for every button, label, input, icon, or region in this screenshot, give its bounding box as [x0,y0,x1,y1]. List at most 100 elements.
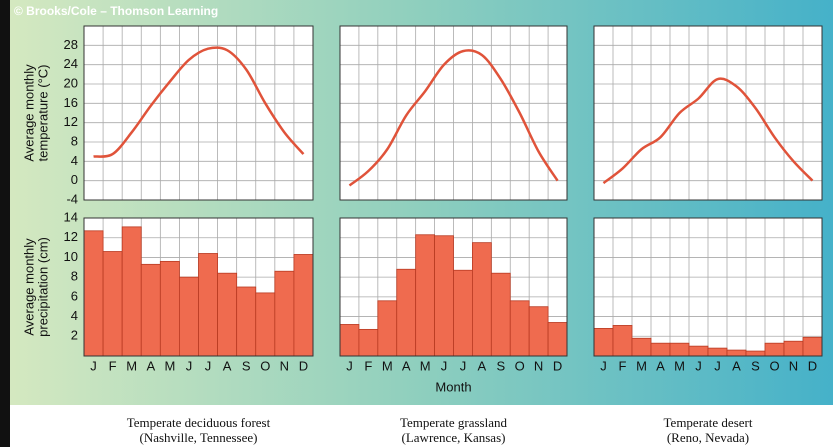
x-tick-label: N [534,358,543,373]
credit: © Brooks/Cole – Thomson Learning [14,4,218,18]
x-tick-label: J [186,358,193,373]
plot-frame [83,217,314,357]
y-tick-label: 16 [64,95,78,110]
precipitation-bar [802,336,823,357]
precipitation-bar [377,300,398,357]
x-tick-label: A [478,358,487,373]
x-tick-label: J [714,358,721,373]
y-tick-label: 4 [71,308,78,323]
x-tick-label: A [402,358,411,373]
y-tick-label: 8 [71,269,78,284]
x-tick-label: A [146,358,155,373]
left-edge [0,0,10,447]
x-tick-label: J [695,358,702,373]
precipitation-bar [434,235,454,357]
y-tick-label: 10 [64,249,78,264]
plot-frame [593,25,823,201]
x-tick-label: J [460,358,467,373]
x-tick-label: M [382,358,393,373]
y-tick-label: 12 [64,229,78,244]
x-tick-label: J [346,358,353,373]
y-tick-label: -4 [66,191,78,206]
plot-frame [593,217,823,357]
precipitation-bar [83,230,104,357]
y-tick-label: 14 [64,209,78,224]
x-tick-label: M [126,358,137,373]
precipitation-bar [217,272,238,357]
precipitation-bar [726,349,747,357]
precipitation-bar [453,269,473,357]
temperature-line [348,49,559,187]
precipitation-bar [688,345,709,357]
x-tick-label: A [732,358,741,373]
caption: (Reno, Nevada) [667,430,749,445]
y-axis-label: Average monthly [21,64,36,162]
x-tick-label: O [769,358,779,373]
x-tick-label: O [515,358,525,373]
x-tick-label: F [619,358,627,373]
y-tick-label: 12 [64,114,78,129]
temperature-line [93,46,305,158]
precipitation-bar [339,324,360,357]
x-tick-label: F [109,358,117,373]
precipitation-bar [707,347,728,357]
temperature-line [602,77,814,185]
x-tick-label: O [260,358,270,373]
precipitation-bar [293,254,314,357]
y-tick-label: 4 [71,153,78,168]
precipitation-bar [121,226,142,357]
precipitation-bar [255,292,276,357]
caption-area [0,405,833,447]
caption: Temperate grassland [400,415,508,430]
x-tick-label: M [420,358,431,373]
y-axis-label: precipitation (cm) [35,237,50,337]
precipitation-bar [396,268,417,357]
x-tick-label: S [242,358,251,373]
precipitation-bar [612,325,633,357]
caption: Temperate desert [664,415,753,430]
x-tick-label: J [205,358,212,373]
plot-frame [83,25,314,201]
precipitation-bar [528,306,549,357]
y-axis-label: temperature (°C) [35,65,50,162]
precipitation-bar [669,342,690,357]
caption: (Lawrence, Kansas) [402,430,506,445]
caption: Temperate deciduous forest [127,415,271,430]
precipitation-bar [547,322,568,357]
y-tick-label: 0 [71,172,78,187]
precipitation-bar [415,234,435,357]
precipitation-bar [509,300,530,357]
precipitation-bar [274,270,295,357]
x-tick-label: D [553,358,562,373]
x-tick-label: D [299,358,308,373]
y-tick-label: 20 [64,75,78,90]
x-tick-label: J [600,358,607,373]
y-tick-label: 8 [71,133,78,148]
precipitation-bar [159,260,180,357]
precipitation-bar [490,272,511,357]
x-tick-label: A [223,358,232,373]
x-tick-label: M [164,358,175,373]
y-axis-label: Average monthly [21,238,36,336]
x-tick-label: S [751,358,760,373]
precipitation-bar [358,328,379,357]
x-tick-label: J [441,358,448,373]
plot-frame [339,217,568,357]
precipitation-bar [472,242,492,357]
plot-frame [339,25,568,201]
x-tick-label: D [808,358,817,373]
precipitation-bar [102,251,123,357]
caption: (Nashville, Tennessee) [140,430,258,445]
precipitation-bar [198,253,218,357]
x-tick-label: S [496,358,505,373]
x-tick-label: N [789,358,798,373]
x-tick-label: F [364,358,372,373]
x-tick-label: N [280,358,289,373]
y-tick-label: 24 [64,56,78,71]
y-tick-label: 2 [71,328,78,343]
x-tick-label: M [674,358,685,373]
x-axis-label: Month [435,379,471,394]
precipitation-bar [783,340,804,357]
y-tick-label: 28 [64,37,78,52]
